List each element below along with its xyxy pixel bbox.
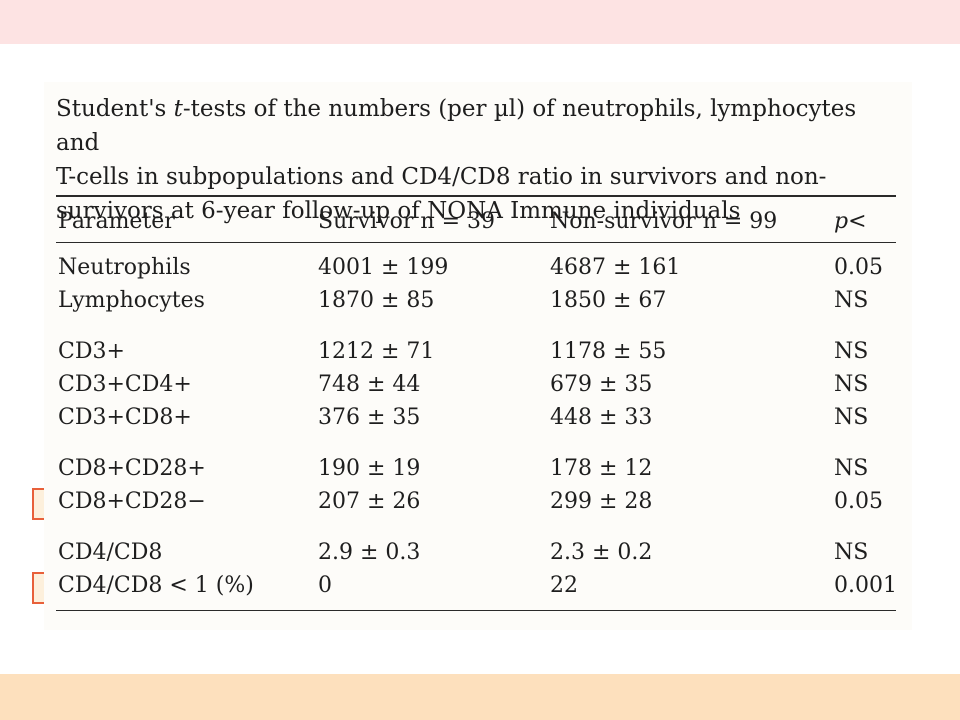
- column-header-p: p<: [834, 209, 867, 234]
- cell-non-survivor: 679 ± 35: [550, 372, 653, 397]
- cell-p: NS: [834, 456, 869, 481]
- bottom-band: [0, 674, 960, 720]
- cell-p: NS: [834, 288, 869, 313]
- cell-non-survivor: 178 ± 12: [550, 456, 653, 481]
- cell-p: 0.05: [834, 255, 883, 280]
- cell-survivor: 1870 ± 85: [318, 288, 435, 313]
- cell-p: NS: [834, 339, 869, 364]
- cell-survivor: 190 ± 19: [318, 456, 421, 481]
- table-header-rule: [56, 242, 896, 243]
- cell-survivor: 376 ± 35: [318, 405, 421, 430]
- caption-part: -tests of the numbers (per µl) of neutro…: [56, 96, 857, 156]
- cell-survivor: 2.9 ± 0.3: [318, 540, 421, 565]
- column-header-survivor: Survivor n = 39: [318, 209, 495, 234]
- cell-parameter: CD3+: [58, 339, 125, 364]
- cell-parameter: CD3+CD8+: [58, 405, 192, 430]
- table-bottom-rule: [56, 610, 896, 611]
- cell-survivor: 748 ± 44: [318, 372, 421, 397]
- table-caption: Student's t-tests of the numbers (per µl…: [56, 92, 906, 228]
- cell-p: 0.001: [834, 573, 897, 598]
- cell-survivor: 1212 ± 71: [318, 339, 435, 364]
- cell-parameter: CD4/CD8: [58, 540, 163, 565]
- cell-parameter: CD3+CD4+: [58, 372, 192, 397]
- cell-non-survivor: 1850 ± 67: [550, 288, 667, 313]
- cell-p: NS: [834, 372, 869, 397]
- caption-italic-t: t: [173, 96, 183, 122]
- cell-non-survivor: 4687 ± 161: [550, 255, 681, 280]
- cell-p: 0.05: [834, 489, 883, 514]
- column-header-non-survivor: Non-survivor n = 99: [550, 209, 778, 234]
- table-top-rule: [56, 195, 896, 197]
- cell-non-survivor: 2.3 ± 0.2: [550, 540, 653, 565]
- cell-survivor: 4001 ± 199: [318, 255, 449, 280]
- scanned-table: Student's t-tests of the numbers (per µl…: [44, 82, 912, 630]
- cell-survivor: 0: [318, 573, 332, 598]
- column-header-parameter: Parameter: [58, 209, 175, 234]
- cell-non-survivor: 1178 ± 55: [550, 339, 667, 364]
- caption-part: Student's: [56, 96, 174, 122]
- caption-part: T-cells in subpopulations and CD4/CD8 ra…: [56, 164, 827, 190]
- cell-parameter: Lymphocytes: [58, 288, 205, 313]
- cell-p: NS: [834, 405, 869, 430]
- cell-non-survivor: 299 ± 28: [550, 489, 653, 514]
- cell-non-survivor: 22: [550, 573, 578, 598]
- cell-non-survivor: 448 ± 33: [550, 405, 653, 430]
- cell-parameter: CD8+CD28−: [58, 489, 206, 514]
- cell-parameter: CD8+CD28+: [58, 456, 206, 481]
- caption-part: survivors at 6-year follow-up of NONA Im…: [56, 198, 741, 224]
- cell-parameter: Neutrophils: [58, 255, 191, 280]
- cell-p: NS: [834, 540, 869, 565]
- cell-parameter: CD4/CD8 < 1 (%): [58, 573, 254, 598]
- cell-survivor: 207 ± 26: [318, 489, 421, 514]
- top-band: [0, 0, 960, 44]
